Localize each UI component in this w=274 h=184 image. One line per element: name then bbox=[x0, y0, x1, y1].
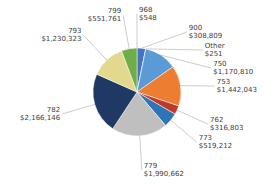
slice-label: 782$2,166,146 bbox=[20, 106, 61, 123]
slice-value: $308,809 bbox=[189, 32, 222, 40]
leader-line bbox=[137, 14, 138, 48]
slice-label: 750$1,170,810 bbox=[213, 60, 253, 77]
slice-value: $251 bbox=[205, 50, 223, 58]
leader-line bbox=[161, 55, 211, 68]
slice-category: 779 bbox=[144, 162, 157, 170]
leader-line bbox=[123, 15, 129, 48]
slice-category: 773 bbox=[199, 134, 212, 142]
slice-label: 799$551,761 bbox=[88, 7, 121, 24]
slice-value: $548 bbox=[139, 14, 157, 22]
slice-category: 793 bbox=[68, 27, 81, 35]
slice-value: $1,442,043 bbox=[217, 86, 257, 94]
leader-line bbox=[177, 110, 208, 124]
slice-label: 753$1,442,043 bbox=[217, 78, 257, 95]
slice-label: 762$316,803 bbox=[210, 116, 243, 133]
slice-label: 779$1,990,662 bbox=[144, 162, 184, 179]
chart: 968$548900$308,809Other$251750$1,170,810… bbox=[0, 0, 274, 184]
slice-value: $519,212 bbox=[199, 142, 232, 150]
slice-value: $1,230,323 bbox=[41, 35, 81, 43]
leader-line bbox=[171, 120, 197, 142]
slice-label: Other$251 bbox=[205, 42, 225, 59]
slice-category: 900 bbox=[189, 24, 202, 32]
leader-line bbox=[146, 49, 203, 50]
slice-value: $2,166,146 bbox=[20, 114, 61, 122]
leader-line bbox=[181, 85, 215, 86]
leader-line bbox=[140, 136, 142, 170]
labels: 968$548900$308,809Other$251750$1,170,810… bbox=[20, 6, 257, 178]
slice-value: $1,170,810 bbox=[213, 68, 253, 76]
slice-value: $316,803 bbox=[210, 124, 243, 132]
slice-category: Other bbox=[205, 42, 225, 50]
slice-value: $1,990,662 bbox=[144, 170, 184, 178]
slice bbox=[122, 48, 137, 92]
leader-line bbox=[141, 32, 186, 48]
leader-line bbox=[62, 104, 95, 114]
slice-value: $551,761 bbox=[88, 15, 121, 23]
leader-line bbox=[83, 35, 106, 60]
pie: 968$548900$308,809Other$251750$1,170,810… bbox=[20, 6, 257, 178]
slice-category: 750 bbox=[213, 60, 226, 68]
slice-label: 900$308,809 bbox=[189, 24, 222, 41]
slice-category: 753 bbox=[217, 78, 230, 86]
slice-label: 968$548 bbox=[139, 6, 157, 23]
slice-label: 773$519,212 bbox=[199, 134, 232, 151]
slice-category: 762 bbox=[210, 116, 223, 124]
slice-category: 968 bbox=[139, 6, 152, 14]
slices bbox=[93, 48, 181, 136]
slice-label: 793$1,230,323 bbox=[41, 27, 81, 44]
slice-category: 782 bbox=[47, 106, 60, 114]
slice-category: 799 bbox=[108, 7, 121, 15]
